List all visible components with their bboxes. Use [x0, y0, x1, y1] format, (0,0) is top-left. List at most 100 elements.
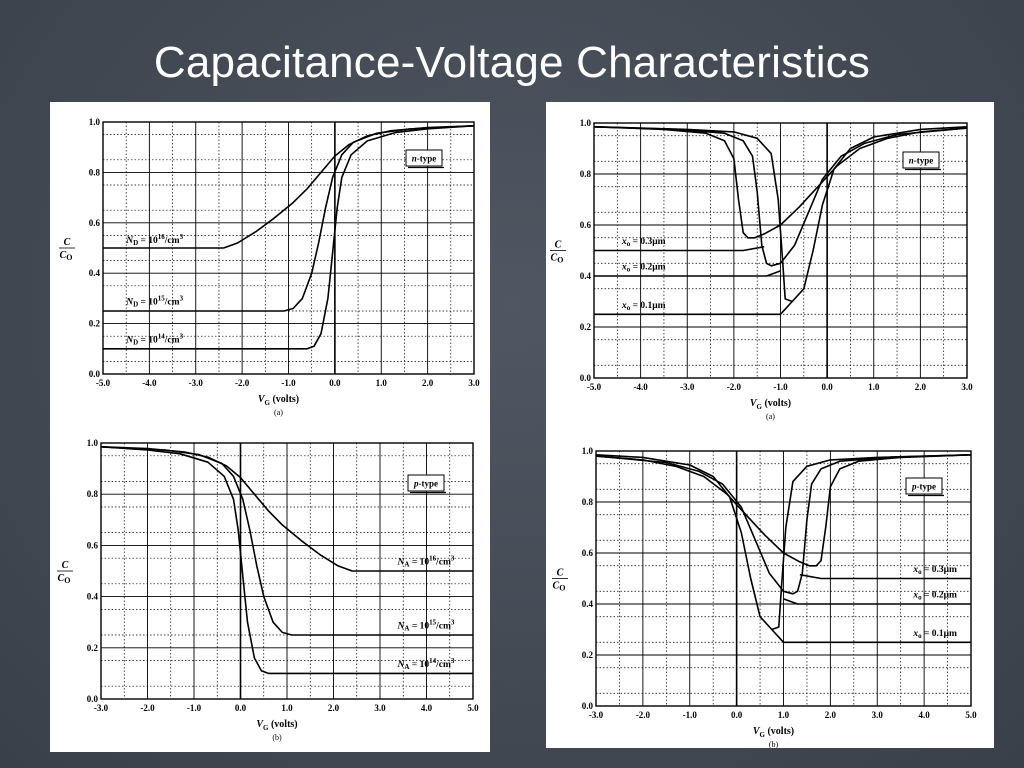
bottom-left-x-axis-label: VG (volts) — [256, 719, 297, 732]
bottom-left-x-tick-label: -2.0 — [140, 703, 155, 713]
top-left-figure-caption: (a) — [274, 408, 283, 417]
top-left-x-axis-label: VG (volts) — [258, 394, 299, 407]
bottom-right-x-tick-label: -3.0 — [589, 710, 604, 720]
top-right-x-tick-label: -3.0 — [680, 382, 695, 392]
bottom-left-x-tick-label: 5.0 — [467, 703, 479, 713]
top-right-series-label-0: xo = 0.3μm — [621, 237, 666, 248]
bottom-left-y-tick-label: 1.0 — [87, 438, 99, 448]
bottom-right-series-curve-3 — [799, 573, 971, 580]
bottom-right-x-tick-label: -1.0 — [683, 710, 698, 720]
top-right-y-tick-label: 0.0 — [580, 373, 592, 383]
bottom-right-series-curve-2 — [595, 454, 972, 631]
chart-bottom-left-p-type: -3.0 -2.0 -1.0 0.0 1.0 2.0 3.0 4.0 5.0 0.0 0.2 0.4 0… — [57, 438, 479, 742]
right-figure-panel: -5.0 -4.0 -3.0 -2.0 -1.0 0.0 1.0 2.0 3.0 0.0 0.2 0.… — [546, 102, 994, 748]
bottom-right-x-tick-label: 2.0 — [825, 710, 837, 720]
top-right-x-tick-label: -1.0 — [773, 382, 788, 392]
bottom-right-y-tick-label: 0.6 — [582, 548, 594, 558]
top-right-series-curve-2 — [593, 126, 968, 303]
top-left-y-tick-label: 0.8 — [89, 167, 101, 177]
top-right-series-label-2: xo = 0.1μm — [621, 301, 666, 312]
bottom-right-x-tick-label: 3.0 — [872, 710, 884, 720]
top-right-y-axis-label-denominator: CO — [551, 253, 564, 265]
top-right-x-tick-label: -4.0 — [634, 382, 649, 392]
top-left-x-tick-label: -2.0 — [235, 378, 250, 388]
bottom-left-x-tick-label: 1.0 — [281, 703, 293, 713]
bottom-right-series-label-2: xo = 0.1μm — [912, 629, 957, 640]
top-right-y-tick-label: 0.4 — [580, 271, 592, 281]
top-right-y-tick-label: 0.2 — [580, 322, 592, 332]
top-right-x-axis-label: VG (volts) — [750, 398, 791, 411]
top-right-x-tick-label: -2.0 — [727, 382, 742, 392]
bottom-left-y-axis-label-denominator: CO — [58, 573, 71, 585]
bottom-left-type-box — [407, 474, 445, 492]
top-right-type-box — [902, 151, 940, 169]
bottom-right-series-curve-0 — [595, 454, 972, 567]
bottom-right-y-tick-label: 0.2 — [582, 650, 594, 660]
bottom-left-x-tick-label: 0.0 — [235, 703, 247, 713]
bottom-right-type-box — [905, 477, 943, 495]
bottom-left-x-tick-label: -1.0 — [187, 703, 202, 713]
top-right-y-axis-label-numerator: C — [555, 240, 562, 251]
top-left-y-tick-label: 0.2 — [89, 319, 101, 329]
bottom-right-x-tick-label: 1.0 — [778, 710, 790, 720]
top-left-y-tick-label: 0.4 — [89, 268, 101, 278]
right-figure-svg: -5.0 -4.0 -3.0 -2.0 -1.0 0.0 1.0 2.0 3.0 0.0 0.2 0.… — [550, 118, 977, 748]
bottom-right-y-tick-label: 1.0 — [582, 446, 594, 456]
bottom-left-series-label-1: NA = 1015/cm3 — [397, 619, 455, 633]
top-left-y-tick-label: 1.0 — [89, 117, 101, 127]
top-left-type-box — [405, 149, 443, 167]
top-right-series-curve-1 — [593, 126, 968, 267]
bottom-right-y-tick-label: 0.4 — [582, 599, 594, 609]
top-left-x-tick-label: 1.0 — [376, 378, 388, 388]
bottom-left-y-tick-label: 0.8 — [87, 489, 99, 499]
bottom-left-y-axis-label-numerator: C — [62, 560, 69, 571]
top-left-series-label-0: ND = 1016/cm3 — [125, 233, 183, 247]
bottom-left-x-tick-label: 2.0 — [328, 703, 340, 713]
top-right-type-box-label: n-type — [909, 156, 934, 166]
bottom-left-y-tick-label: 0.6 — [87, 540, 99, 550]
bottom-right-y-tick-label: 0.8 — [582, 497, 594, 507]
top-right-x-tick-label: 1.0 — [868, 382, 880, 392]
top-right-series-curve-5 — [594, 300, 793, 316]
top-right-y-tick-label: 1.0 — [580, 118, 592, 128]
bottom-left-y-tick-label: 0.0 — [87, 694, 99, 704]
top-left-x-tick-label: 3.0 — [468, 378, 480, 388]
bottom-right-series-label-1: xo = 0.2μm — [912, 591, 957, 602]
bottom-left-y-tick-label: 0.4 — [87, 592, 99, 602]
top-right-series-curve-3 — [594, 245, 765, 252]
top-left-series-label-2: ND = 1014/cm3 — [125, 333, 183, 347]
top-left-x-tick-label: -5.0 — [96, 378, 111, 388]
top-left-series-curve-1 — [103, 125, 475, 312]
bottom-left-series-label-0: NA = 1016/cm3 — [397, 555, 455, 569]
chart-top-left-n-type: -5.0 -4.0 -3.0 -2.0 -1.0 0.0 1.0 2.0 3.0 0.0 0.2 0.… — [59, 117, 480, 417]
top-left-x-tick-label: 0.0 — [329, 378, 341, 388]
top-left-x-tick-label: -1.0 — [281, 378, 296, 388]
bottom-right-series-curve-4 — [783, 598, 971, 605]
bottom-right-x-tick-label: 5.0 — [965, 710, 977, 720]
top-left-y-axis-label-numerator: C — [64, 237, 71, 248]
top-left-y-axis-label-denominator: CO — [60, 250, 73, 262]
bottom-right-x-tick-label: -2.0 — [636, 710, 651, 720]
bottom-left-series-label-2: NA = 1014/cm3 — [397, 657, 455, 671]
bottom-right-y-tick-label: 0.0 — [582, 701, 594, 711]
bottom-right-type-box-label: p-type — [911, 482, 936, 492]
bottom-right-series-curve-5 — [771, 628, 971, 644]
top-left-y-tick-label: 0.6 — [89, 218, 101, 228]
bottom-left-series-curve-2 — [100, 446, 473, 675]
top-left-x-tick-label: 2.0 — [422, 378, 434, 388]
top-left-x-tick-label: -3.0 — [189, 378, 204, 388]
bottom-right-figure-caption: (b) — [769, 740, 779, 748]
bottom-right-y-axis-label-denominator: CO — [553, 581, 566, 593]
top-left-type-box-label: n-type — [412, 154, 437, 164]
left-figure-panel: -5.0 -4.0 -3.0 -2.0 -1.0 0.0 1.0 2.0 3.0 0.0 0.2 0.… — [50, 102, 490, 752]
bottom-left-x-tick-label: 3.0 — [374, 703, 386, 713]
top-right-x-tick-label: -5.0 — [587, 382, 602, 392]
slide-title: Capacitance-Voltage Characteristics — [153, 38, 871, 87]
chart-bottom-right-p-type: -3.0 -2.0 -1.0 0.0 1.0 2.0 3.0 4.0 5.0 0.0 0.2 0.4 0… — [552, 446, 977, 748]
top-right-series-curve-0 — [593, 126, 968, 239]
bottom-left-y-tick-label: 0.2 — [87, 643, 99, 653]
bottom-right-series-label-0: xo = 0.3μm — [912, 565, 957, 576]
bottom-right-series-curve-1 — [595, 454, 972, 595]
left-figure-svg: -5.0 -4.0 -3.0 -2.0 -1.0 0.0 1.0 2.0 3.0 0.0 0.2 0.… — [57, 117, 480, 742]
top-right-series-label-1: xo = 0.2μm — [621, 263, 666, 274]
